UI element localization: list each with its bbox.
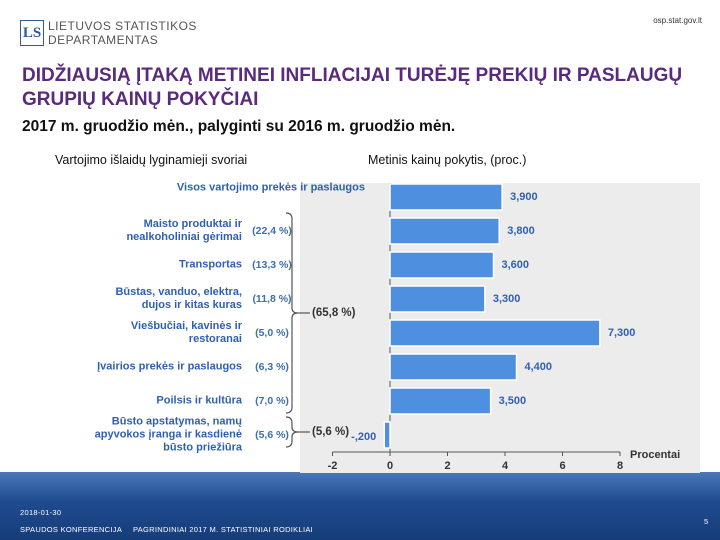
footer-event: SPAUDOS KONFERENCIJA [20, 525, 123, 534]
value-label: 4,400 [525, 361, 553, 373]
column-header: Metinis kainų pokytis, (proc.) [368, 153, 527, 167]
x-tick-label: 2 [444, 460, 450, 472]
group-brace [285, 212, 299, 414]
value-label: 7,300 [608, 327, 636, 339]
group-label: (65,8 %) [312, 307, 356, 319]
x-tick-label: 6 [559, 460, 565, 472]
bar [389, 285, 486, 313]
value-label: 3,800 [507, 225, 535, 237]
url: osp.stat.gov.lt [653, 16, 702, 25]
subtitle: 2017 m. gruodžio mėn., palyginti su 2016… [22, 118, 456, 135]
bar [383, 421, 391, 449]
category-label: Įvairios prekės ir paslaugos [97, 360, 242, 373]
weight-label: (11,8 %) [252, 293, 291, 305]
weight-label: (7,0 %) [255, 395, 289, 407]
weight-label: (5,6 %) [255, 429, 289, 441]
value-label: 3,300 [493, 293, 521, 305]
category-label: Būstas, vanduo, elektra, dujos ir kitas … [115, 286, 242, 311]
bar [389, 183, 503, 211]
value-label: 3,500 [499, 395, 527, 407]
x-tick-label: 0 [387, 460, 393, 472]
bar [389, 387, 492, 415]
value-label: 3,900 [510, 191, 538, 203]
slide-title: DIDŽIAUSIĄ ĮTAKĄ METINEI INFLIACIJAI TUR… [22, 65, 683, 110]
value-label: 3,600 [502, 259, 530, 271]
category-label: Būsto apstatymas, namų apyvokos įranga i… [94, 415, 242, 454]
logo: LS [20, 20, 44, 46]
x-tick-label: 8 [617, 460, 623, 472]
weight-label: (13,3 %) [252, 259, 292, 271]
x-tick-label: -2 [328, 460, 338, 472]
category-label: Poilsis ir kultūra [156, 394, 242, 407]
group-label: (5,6 %) [312, 426, 349, 438]
weight-label: (6,3 %) [255, 361, 289, 373]
bar [389, 353, 518, 381]
column-header: Vartojimo išlaidų lyginamieji svoriai [55, 153, 248, 167]
org-name: LIETUVOS STATISTIKOS [48, 19, 197, 33]
page-number: 5 [704, 517, 709, 526]
x-axis-label: Procentai [630, 449, 680, 461]
x-tick-label: 4 [502, 460, 509, 472]
category-label: Transportas [179, 258, 242, 271]
bar [389, 251, 495, 279]
org-name: DEPARTAMENTAS [48, 33, 159, 47]
footer-band [0, 472, 720, 540]
footer-topic: PAGRINDINIAI 2017 M. STATISTINIAI RODIKL… [133, 525, 314, 534]
footer-date: 2018-01-30 [20, 508, 62, 517]
weight-label: (5,0 %) [255, 327, 289, 339]
bar [389, 319, 601, 347]
value-label: -,200 [351, 431, 376, 443]
category-label: Maisto produktai ir nealkoholiniai gėrim… [126, 218, 242, 243]
bar [389, 217, 500, 245]
category-label: Visos vartojimo prekės ir paslaugos [176, 181, 365, 194]
weight-label: (22,4 %) [252, 225, 292, 237]
category-label: Viešbučiai, kavinės ir restoranai [130, 320, 242, 345]
